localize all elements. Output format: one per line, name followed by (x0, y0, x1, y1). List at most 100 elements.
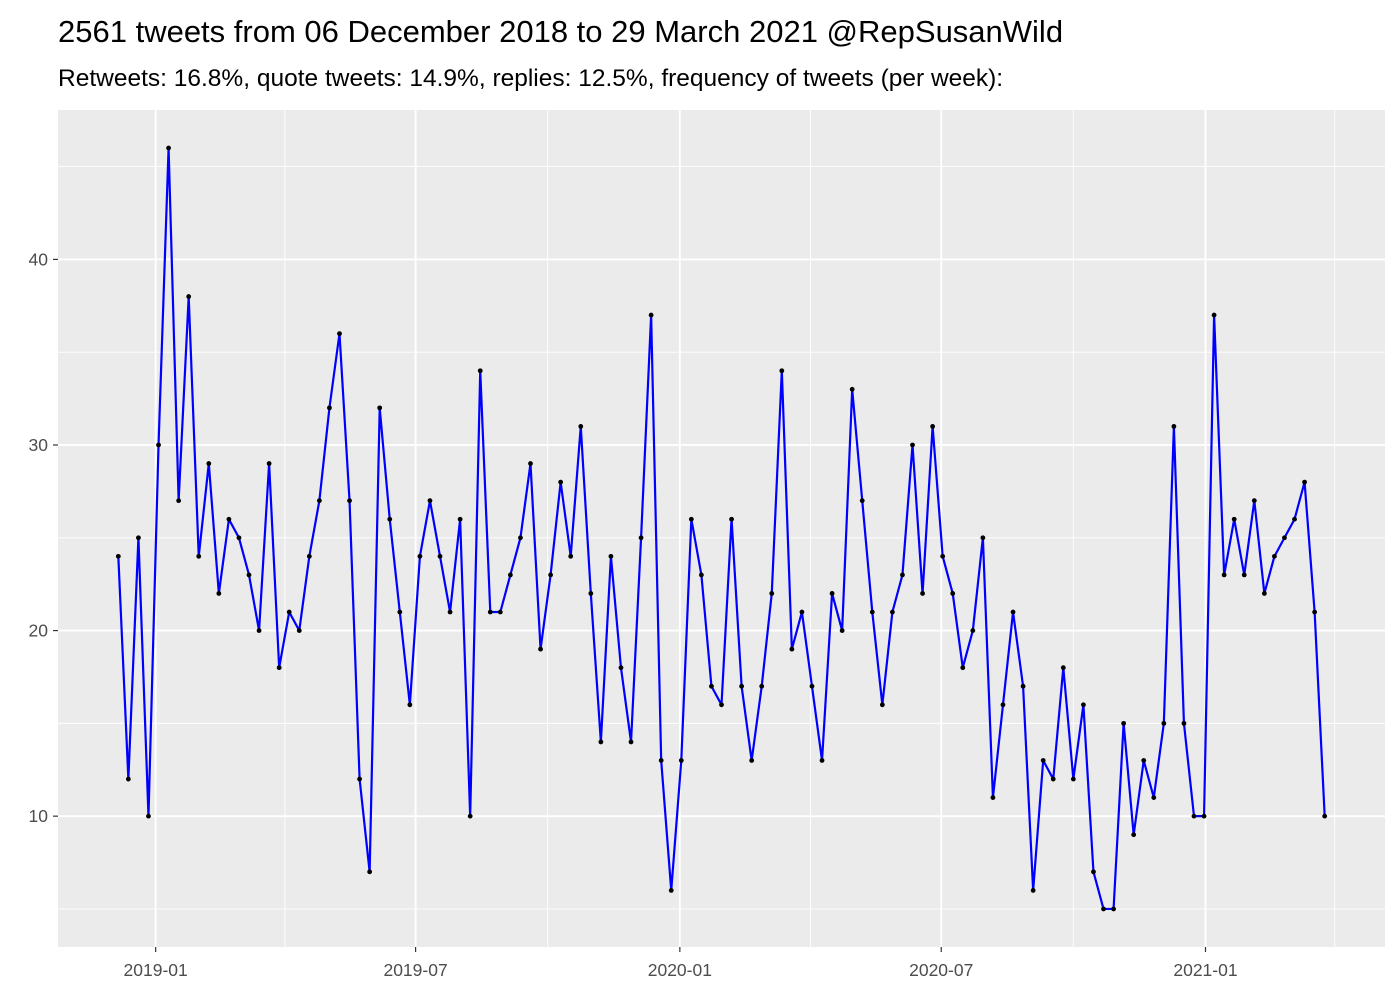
data-point (387, 516, 393, 522)
data-point (1251, 498, 1257, 504)
data-point (980, 535, 986, 541)
data-point (890, 609, 895, 615)
data-point (1282, 535, 1287, 541)
data-point (1121, 720, 1127, 726)
data-point (246, 572, 252, 578)
y-tick-label: 30 (29, 435, 49, 455)
y-tick-label: 10 (29, 806, 49, 826)
data-point (1020, 683, 1026, 689)
data-point (920, 591, 925, 596)
data-point (869, 609, 875, 615)
data-point (789, 646, 795, 652)
data-point (528, 461, 533, 466)
data-point (1141, 758, 1147, 763)
data-point (417, 553, 423, 559)
data-point (1231, 516, 1237, 522)
data-point (196, 553, 202, 559)
data-point (1040, 758, 1046, 763)
data-point (598, 739, 604, 745)
data-point (216, 591, 222, 596)
data-point (1010, 609, 1016, 615)
data-point (156, 442, 161, 448)
data-point (849, 386, 855, 392)
data-point (487, 609, 493, 615)
data-point (1060, 665, 1066, 671)
data-point (759, 683, 765, 689)
data-point (437, 553, 443, 559)
data-point (960, 665, 966, 671)
data-point (226, 516, 232, 522)
data-point (749, 758, 755, 763)
data-point (367, 869, 373, 875)
data-point (1272, 553, 1277, 559)
y-tick-label: 40 (29, 249, 49, 269)
data-point (829, 591, 835, 596)
chart-title: 2561 tweets from 06 December 2018 to 29 … (58, 14, 1063, 49)
data-point (819, 758, 825, 763)
data-point (658, 758, 664, 763)
data-point (507, 572, 513, 578)
data-point (206, 461, 212, 466)
y-tick-label: 20 (29, 621, 49, 641)
data-point (638, 535, 644, 541)
data-point (568, 553, 574, 559)
data-point (879, 702, 885, 708)
data-point (990, 795, 996, 801)
data-point (256, 628, 262, 633)
data-point (739, 683, 745, 689)
data-point (1302, 479, 1307, 485)
data-point (799, 609, 805, 615)
data-point (1241, 572, 1247, 578)
data-point (286, 609, 292, 615)
data-point (347, 498, 352, 504)
data-point (698, 572, 704, 578)
data-point (558, 479, 564, 485)
data-point (548, 572, 553, 578)
data-point (859, 498, 865, 504)
data-points (115, 145, 1328, 912)
data-point (839, 628, 845, 633)
data-point (146, 813, 151, 819)
x-tick-label: 2019-07 (383, 960, 447, 980)
data-point (1201, 813, 1207, 819)
data-point (518, 535, 523, 541)
x-tick-label: 2020-01 (648, 960, 712, 980)
data-point (186, 294, 192, 299)
plot-panel (58, 110, 1385, 947)
data-point (327, 405, 332, 411)
data-point (176, 498, 182, 504)
data-point (900, 572, 905, 578)
data-point (1211, 312, 1217, 318)
data-point (457, 516, 463, 522)
data-point (1292, 516, 1297, 522)
data-point (588, 591, 594, 596)
data-point (930, 424, 936, 429)
data-point (1000, 702, 1006, 708)
data-point (970, 628, 976, 633)
data-point (608, 553, 614, 559)
data-point (538, 646, 543, 652)
data-point (377, 405, 383, 411)
data-point (407, 702, 413, 708)
data-point (678, 758, 684, 763)
data-point (1181, 720, 1187, 726)
data-point (1151, 795, 1157, 801)
data-point (316, 498, 322, 504)
data-point (578, 424, 584, 429)
data-point (477, 368, 483, 374)
data-point (1312, 609, 1318, 615)
data-point (397, 609, 403, 615)
data-point (1261, 591, 1267, 596)
data-point (688, 516, 694, 522)
data-point (357, 776, 362, 782)
data-point (337, 331, 342, 337)
data-point (136, 535, 141, 541)
data-point (1070, 776, 1076, 782)
data-point (276, 665, 282, 671)
data-point (447, 609, 453, 615)
data-point (1171, 424, 1177, 429)
data-point (668, 887, 674, 893)
data-point (618, 665, 624, 671)
data-point (709, 683, 714, 689)
